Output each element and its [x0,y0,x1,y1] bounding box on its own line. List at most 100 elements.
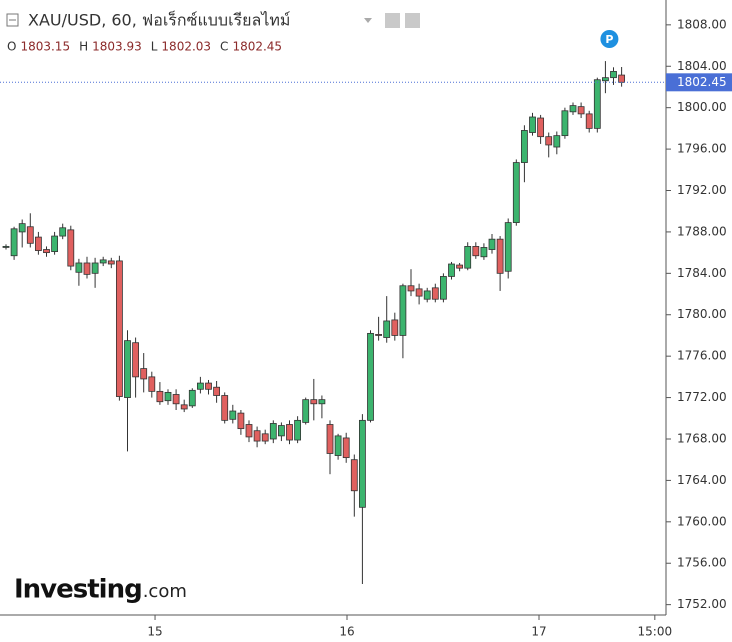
candle-body [67,229,75,267]
legend-value: 1802.03 [161,40,211,54]
candle-body [115,260,123,397]
last-price-tag [666,73,732,92]
candle-body [610,71,617,79]
legend-value: 1802.45 [232,40,282,54]
candle-body [618,74,626,83]
settings-icon[interactable] [405,13,420,28]
candle-body [310,399,318,405]
candle-body [577,106,585,115]
candle-body [26,226,34,244]
y-tick-label: 1768.00 [677,431,727,445]
candle-body [334,435,342,456]
candle-body [359,419,366,508]
watermark-suffix: .com [143,581,187,602]
candle-body [440,276,447,300]
x-tick-label: 16 [339,625,354,639]
candle-body [34,236,42,251]
candle-body [286,424,293,441]
candle-body [51,235,58,252]
candle-body [504,222,512,272]
candle-body [43,249,50,254]
candle-body [10,228,18,257]
candle-body [585,113,593,129]
candle-body [448,263,455,277]
legend-key: C [220,40,228,54]
y-tick-label: 1796.00 [677,142,727,156]
candle-body [237,412,245,430]
eye-icon[interactable] [385,13,400,28]
candle-body [326,424,334,454]
candle-body [529,116,536,133]
y-tick-label: 1780.00 [677,307,727,321]
candle-body [415,288,423,297]
candle-body [367,332,374,421]
candle-body [213,386,220,396]
candle-body [294,419,302,441]
candle-body [456,264,464,269]
candle-body [569,105,577,113]
last-price-label: 1802.45 [677,75,727,89]
candle-body [229,410,237,420]
candle-body [180,404,188,410]
symbol-title: XAU/USD, 60, ฟอเร็กซ์แบบเรียลไทม์ [28,10,290,30]
legend-value: 1803.15 [20,40,70,54]
candle-body [107,260,115,265]
candle-body [407,285,415,292]
candle-body [156,390,164,403]
candle-body [537,117,545,138]
y-tick-label: 1792.00 [677,183,727,197]
candle-body [18,223,26,233]
y-tick-label: 1808.00 [677,17,727,31]
candle-body [302,399,310,423]
candle-body [172,394,180,405]
candle-body [464,246,472,269]
candle-body [164,391,172,402]
legend-key: L [151,40,158,54]
legend-value: 1803.93 [92,40,142,54]
x-tick-label: 17 [531,625,546,639]
collapse-icon[interactable] [6,13,19,27]
y-tick-label: 1788.00 [677,224,727,238]
candle-body [561,110,569,137]
y-tick-label: 1772.00 [677,390,727,404]
candle-body [245,424,253,438]
candle-body [496,238,504,274]
x-tick-label: 15 [147,625,162,639]
candle-body [188,389,196,407]
candle-body [488,238,496,250]
candle-body [140,368,148,380]
candle-body [431,287,439,300]
legend-key: O [7,40,16,54]
candle-body [399,285,407,336]
candle-body [75,262,83,273]
candle-body [124,340,131,398]
candle-body [132,342,139,378]
y-tick-label: 1764.00 [677,473,727,487]
candle-body [350,459,358,492]
candle-body [383,320,391,338]
candle-body [342,437,350,459]
candle-body [83,262,91,275]
candle-body [593,79,601,129]
marker-badge[interactable] [600,30,619,48]
x-tick-label: 15:00 [638,625,673,639]
candle-body [148,376,156,392]
y-tick-label: 1752.00 [677,597,727,611]
candle-body [278,425,285,437]
candle-body [423,290,431,300]
candle-body [545,136,553,146]
candle-body [196,382,204,390]
candle-body [553,135,561,148]
candle-body [2,246,10,248]
candle-body [472,246,480,257]
candle-body [59,227,67,237]
dropdown-arrow[interactable] [364,18,372,23]
y-tick-label: 1760.00 [677,514,727,528]
candle-body [253,430,261,442]
candle-body [602,77,609,82]
candle-body [99,259,107,264]
y-tick-label: 1784.00 [677,266,727,280]
candle-body [205,382,212,390]
candle-body [480,247,488,258]
